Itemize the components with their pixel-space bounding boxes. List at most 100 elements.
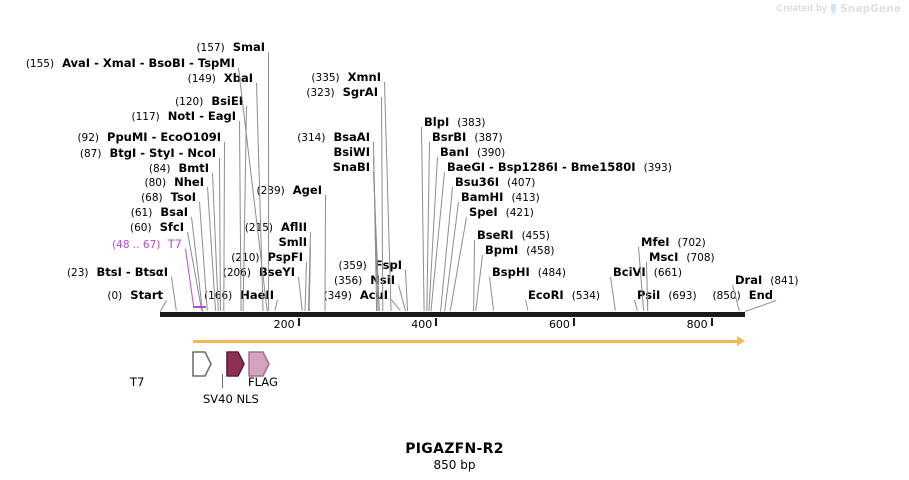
restriction-site-label[interactable]: SnaBI xyxy=(333,161,370,173)
restriction-site-label[interactable]: (92) PpuMI - EcoO109I xyxy=(77,131,221,144)
site-position: (534) xyxy=(571,290,600,302)
terminal-name: Start xyxy=(130,288,163,302)
site-position: (23) xyxy=(66,267,89,279)
leader-line xyxy=(304,262,307,312)
restriction-site-label[interactable]: (356) NsiI xyxy=(334,274,395,287)
restriction-site-label[interactable]: BseRI (455) xyxy=(477,229,550,242)
restriction-site-label[interactable]: SmlI xyxy=(279,236,308,248)
site-name: EcoRI xyxy=(528,288,564,302)
leader-line xyxy=(274,300,278,312)
site-name: BtsI - BtsαI xyxy=(96,265,168,279)
site-position: (117) xyxy=(131,111,160,123)
restriction-site-label[interactable]: (60) SfcI xyxy=(130,221,184,234)
restriction-site-label[interactable]: (206) BseYI xyxy=(223,266,295,279)
restriction-site-label[interactable]: BanI (390) xyxy=(440,146,505,159)
site-position: (413) xyxy=(511,192,540,204)
leader-line xyxy=(242,106,247,312)
restriction-site-label[interactable]: (87) BtgI - StyI - NcoI xyxy=(80,147,216,160)
restriction-site-label[interactable]: BspHI (484) xyxy=(492,266,566,279)
restriction-site-label[interactable]: (349) AcuI xyxy=(324,289,388,302)
leader-line xyxy=(449,217,467,312)
restriction-site-label[interactable]: PsiI (693) xyxy=(637,289,697,302)
leader-line xyxy=(308,247,311,312)
leader-line xyxy=(381,96,384,311)
site-name: BlpI xyxy=(424,115,450,129)
axis-tick xyxy=(572,318,575,326)
site-position: (359) xyxy=(338,260,367,272)
restriction-site-label[interactable]: (323) SgrAI xyxy=(306,86,378,99)
snapgene-logo-icon xyxy=(830,3,837,15)
site-name: BpmI xyxy=(485,243,519,257)
feature-connector-line xyxy=(222,374,223,388)
leader-line xyxy=(421,126,425,311)
site-position: (708) xyxy=(686,252,715,264)
restriction-site-label[interactable]: BpmI (458) xyxy=(485,244,555,257)
restriction-site-label[interactable]: (149) XbaI xyxy=(188,72,253,85)
restriction-site-label[interactable]: (335) XmnI xyxy=(311,71,381,84)
site-name: BsiWI xyxy=(333,145,370,159)
restriction-site-label[interactable]: BlpI (383) xyxy=(424,116,485,129)
site-position: (458) xyxy=(526,245,555,257)
feature-arrow-flag[interactable] xyxy=(248,351,270,377)
axis-tick-label: 600 xyxy=(548,318,570,331)
restriction-site-label[interactable]: (117) NotI - EagI xyxy=(132,110,236,123)
restriction-site-label[interactable]: (359) FspI xyxy=(339,259,402,272)
restriction-site-label[interactable]: (23) BtsI - BtsαI xyxy=(67,266,168,279)
site-position: (149) xyxy=(187,73,216,85)
site-position: (841) xyxy=(770,275,799,287)
site-name: BmtI xyxy=(178,161,209,175)
site-name: AflII xyxy=(281,220,307,234)
site-position: (61) xyxy=(130,207,153,219)
restriction-site-label[interactable]: MscI (708) xyxy=(649,251,715,264)
restriction-site-label[interactable]: (84) BmtI xyxy=(149,162,209,175)
restriction-site-label[interactable]: (61) BsaI xyxy=(131,206,188,219)
site-name: MfeI xyxy=(641,235,670,249)
restriction-site-label[interactable]: (239) AgeI xyxy=(257,184,322,197)
site-name: SfcI xyxy=(159,220,184,234)
site-position: (215) xyxy=(244,222,273,234)
restriction-site-label[interactable]: (215) AflII xyxy=(245,221,307,234)
restriction-site-label[interactable]: EcoRI (534) xyxy=(528,289,600,302)
site-position: (157) xyxy=(196,42,225,54)
restriction-site-label[interactable]: (314) BsaAI xyxy=(297,131,370,144)
restriction-site-label[interactable]: BciVI (661) xyxy=(613,266,682,279)
site-position: (387) xyxy=(474,132,503,144)
terminal-label-end: (850) End xyxy=(712,289,773,302)
watermark-brand: SnapGene xyxy=(840,3,901,15)
restriction-site-label[interactable]: BsrBI (387) xyxy=(432,131,503,144)
feature-arrow-sv40-nls[interactable] xyxy=(226,351,245,377)
restriction-site-label[interactable]: (210) PspFI xyxy=(231,251,303,264)
leader-line xyxy=(391,299,401,311)
restriction-site-label[interactable]: (155) AvaI - XmaI - BsoBI - TspMI xyxy=(26,57,235,70)
site-name: BsiEI xyxy=(211,94,243,108)
site-position: (407) xyxy=(507,177,536,189)
restriction-site-label[interactable]: SpeI (421) xyxy=(469,206,534,219)
site-name: BamHI xyxy=(461,190,504,204)
restriction-site-label[interactable]: BamHI (413) xyxy=(461,191,540,204)
restriction-site-label[interactable]: BsiWI xyxy=(333,146,370,158)
restriction-site-label[interactable]: (68) TsoI xyxy=(141,191,196,204)
site-name: Bsu36I xyxy=(455,175,500,189)
site-position: (335) xyxy=(311,72,340,84)
site-position: (68) xyxy=(141,192,163,204)
leader-line xyxy=(268,51,270,312)
restriction-site-label[interactable]: (80) NheI xyxy=(145,176,204,189)
axis-tick xyxy=(297,318,300,326)
restriction-site-label[interactable]: (157) SmaI xyxy=(196,41,265,54)
feature-arrow-t7-promoter[interactable] xyxy=(192,351,212,377)
restriction-site-label[interactable]: MfeI (702) xyxy=(641,236,706,249)
restriction-site-label[interactable]: (120) BsiEI xyxy=(175,95,243,108)
restriction-site-label[interactable]: DraI (841) xyxy=(735,274,799,287)
t7-range: (48 .. 67) xyxy=(112,239,161,251)
t7-name: T7 xyxy=(167,237,182,251)
feature-label-t7-range[interactable]: (48 .. 67) T7 xyxy=(112,238,182,251)
restriction-site-label[interactable]: BaeGI - Bsp1286I - Bme1580I (393) xyxy=(447,161,672,174)
axis-tick xyxy=(710,318,713,326)
site-name: PspFI xyxy=(267,250,303,264)
site-name: XmnI xyxy=(347,70,381,84)
restriction-site-label[interactable]: Bsu36I (407) xyxy=(455,176,535,189)
page-title: PIGAZFN-R2 xyxy=(405,441,504,457)
site-position: (120) xyxy=(175,96,204,108)
site-position: (60) xyxy=(130,222,152,234)
